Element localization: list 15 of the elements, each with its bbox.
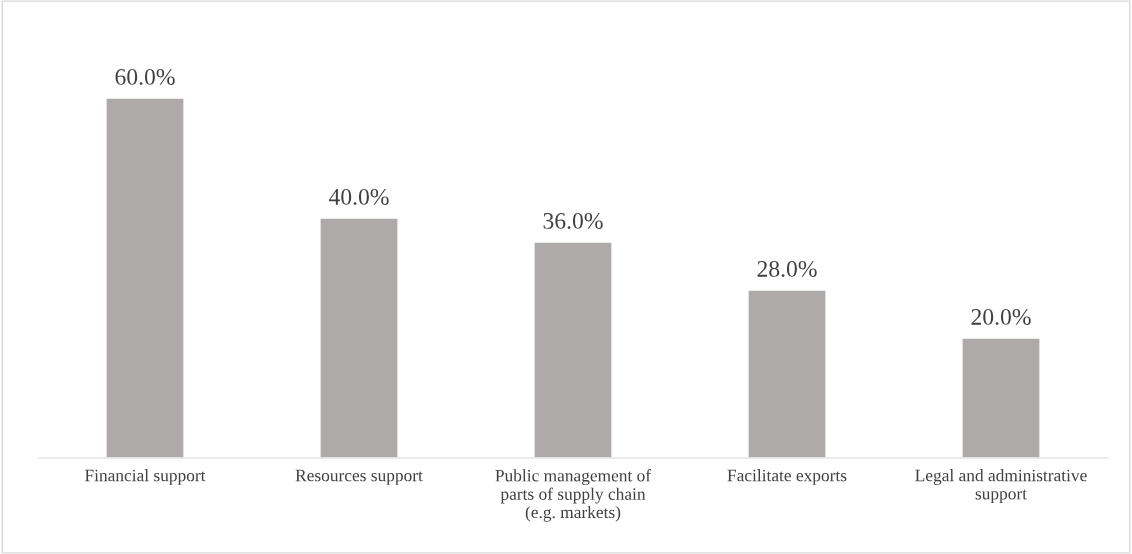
data-label: 40.0% [328, 188, 389, 205]
x-tick-label: Financial support [84, 469, 206, 485]
data-label: 36.0% [543, 212, 603, 229]
bar [319, 217, 399, 458]
x-tick-label: Public management of parts of supply chain (e.g. markets) [495, 469, 652, 522]
bar [105, 97, 185, 458]
data-label: 20.0% [971, 308, 1031, 325]
data-label: 60.0% [115, 68, 175, 85]
bar [533, 241, 613, 458]
x-tick-label: Resources support [295, 469, 423, 485]
data-label: 28.0% [757, 260, 817, 277]
bar [961, 337, 1041, 458]
x-tick-label: Legal and administrative support [915, 469, 1087, 504]
x-tick-label: Facilitate exports [727, 469, 847, 485]
bar [747, 289, 827, 458]
